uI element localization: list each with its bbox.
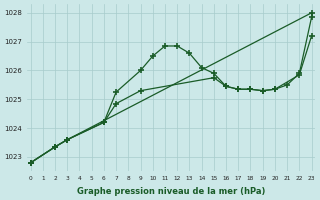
X-axis label: Graphe pression niveau de la mer (hPa): Graphe pression niveau de la mer (hPa)	[77, 187, 265, 196]
